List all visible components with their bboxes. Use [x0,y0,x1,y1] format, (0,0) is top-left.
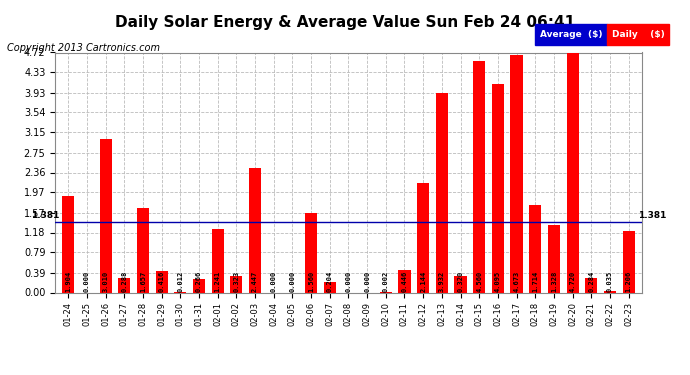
Text: 1.657: 1.657 [140,271,146,292]
Text: 0.000: 0.000 [364,271,370,292]
Bar [585,278,598,292]
Text: 4.673: 4.673 [513,271,520,292]
Text: 1.381: 1.381 [638,211,667,220]
Text: 0.323: 0.323 [233,271,239,292]
Bar [566,53,579,292]
Bar [118,278,130,292]
Text: 0.035: 0.035 [607,271,613,292]
Bar [249,168,261,292]
Text: 0.204: 0.204 [327,271,333,292]
Text: 4.560: 4.560 [476,271,482,292]
Text: 0.000: 0.000 [270,271,277,292]
Bar [212,230,224,292]
Text: 0.266: 0.266 [196,271,202,292]
Text: Daily    ($): Daily ($) [611,30,664,39]
Text: 0.288: 0.288 [121,271,128,292]
Text: 0.000: 0.000 [84,271,90,292]
Text: 1.714: 1.714 [532,271,538,292]
Bar [436,93,448,292]
Text: Daily Solar Energy & Average Value Sun Feb 24 06:41: Daily Solar Energy & Average Value Sun F… [115,15,575,30]
Bar [305,213,317,292]
Text: 0.012: 0.012 [177,271,184,292]
Text: 4.095: 4.095 [495,271,501,292]
Text: 0.000: 0.000 [289,271,295,292]
Text: Average  ($): Average ($) [540,30,602,39]
Text: 0.416: 0.416 [159,271,165,292]
Text: 1.560: 1.560 [308,271,314,292]
Bar [193,279,205,292]
Bar [398,270,411,292]
Bar [137,208,149,292]
Bar [324,282,336,292]
Text: 1.904: 1.904 [66,271,71,292]
Text: 1.381: 1.381 [30,211,59,220]
Bar [622,231,635,292]
Bar [417,183,429,292]
Bar [548,225,560,292]
Text: 1.241: 1.241 [215,271,221,292]
Text: 3.010: 3.010 [103,271,108,292]
Text: 1.206: 1.206 [626,271,631,292]
Text: 3.932: 3.932 [439,271,445,292]
Text: 2.447: 2.447 [252,271,258,292]
Bar [156,272,168,292]
Bar [492,84,504,292]
Bar [604,291,616,292]
Text: 0.000: 0.000 [346,271,351,292]
Bar [99,140,112,292]
Bar [473,61,485,292]
Bar [511,55,522,292]
Text: 1.328: 1.328 [551,271,557,292]
Bar [455,276,466,292]
Text: 0.446: 0.446 [402,271,408,292]
Text: Copyright 2013 Cartronics.com: Copyright 2013 Cartronics.com [7,43,160,53]
Bar [230,276,242,292]
Text: 0.284: 0.284 [589,271,594,292]
Bar [62,196,75,292]
Text: 4.720: 4.720 [569,271,575,292]
Text: 2.144: 2.144 [420,271,426,292]
Text: 0.002: 0.002 [383,271,388,292]
Bar [529,206,541,292]
Text: 0.320: 0.320 [457,271,464,292]
